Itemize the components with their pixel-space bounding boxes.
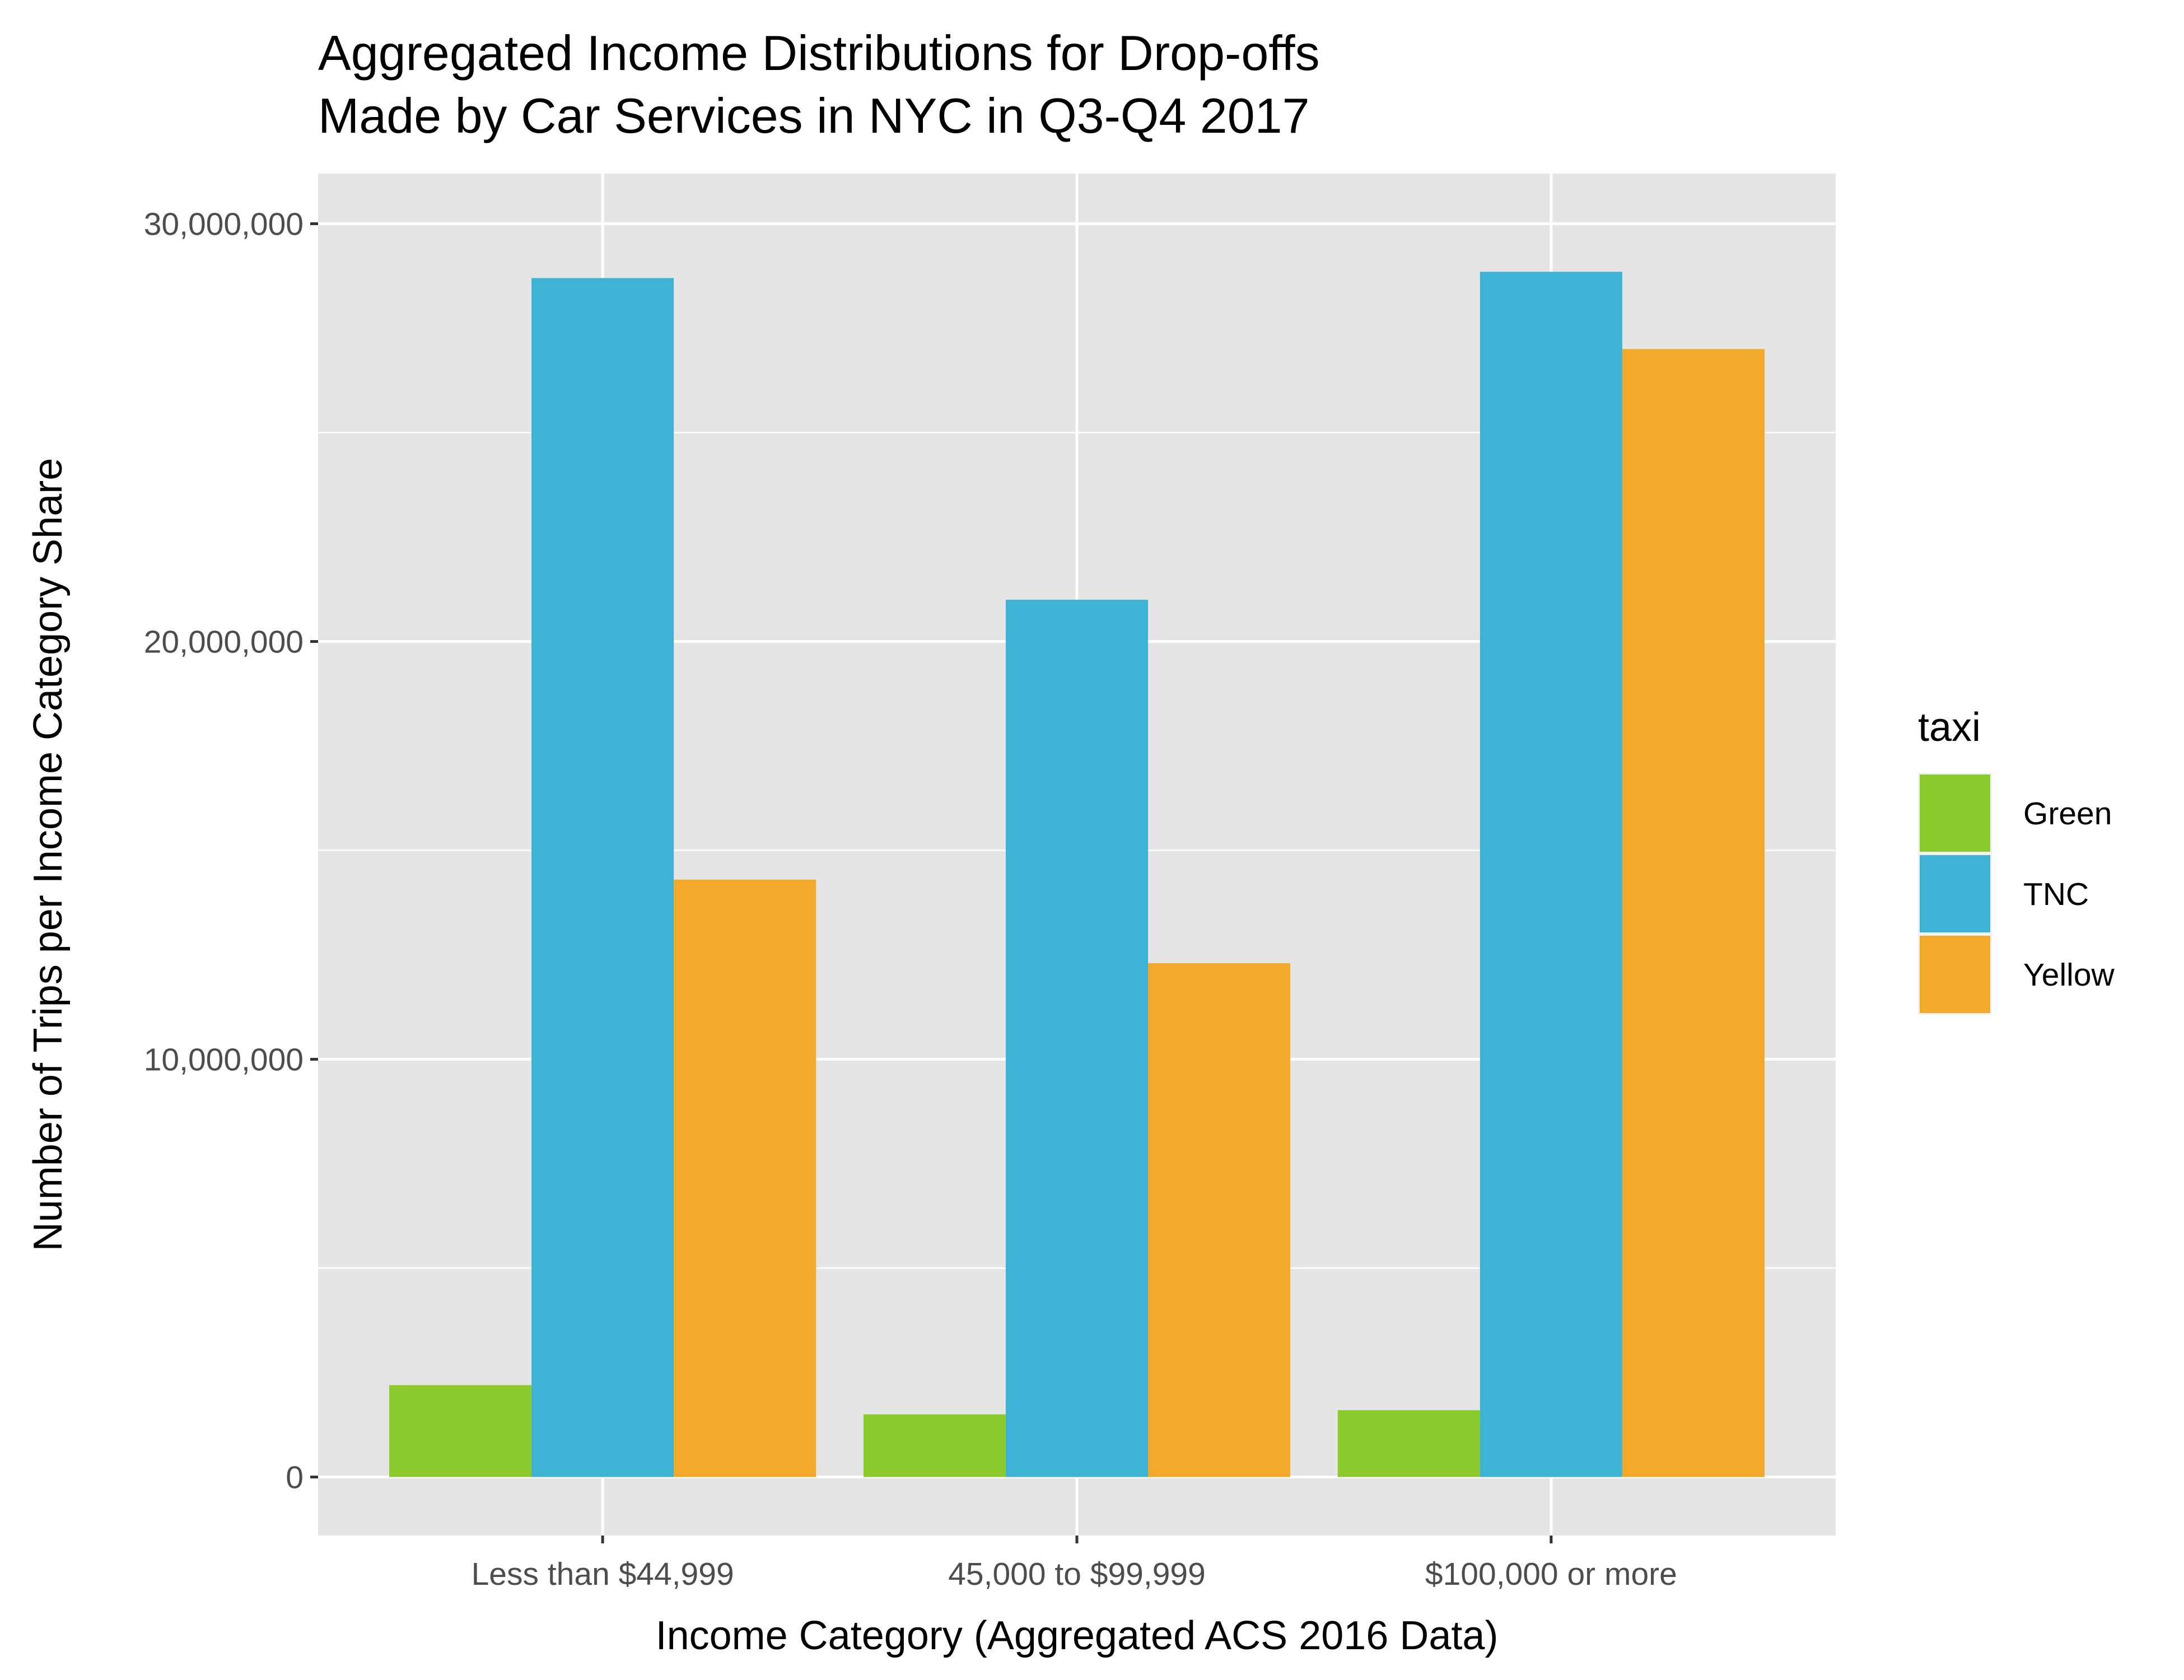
bars	[389, 272, 1765, 1477]
x-tick-label: Less than $44,999	[472, 1556, 734, 1592]
legend-title: taxi	[1918, 705, 1981, 750]
y-axis: 0 10,000,000 20,000,000 30,000,000	[144, 207, 318, 1496]
chart-title-line-2: Made by Car Services in NYC in Q3-Q4 201…	[318, 88, 1310, 143]
bar-green-2	[1337, 1410, 1480, 1477]
x-axis-title: Income Category (Aggregated ACS 2016 Dat…	[656, 1613, 1499, 1658]
legend-label-tnc: TNC	[2023, 876, 2089, 912]
y-tick-label: 0	[286, 1460, 304, 1496]
x-tick-label: $100,000 or more	[1425, 1556, 1677, 1592]
legend-key-green	[1920, 774, 1990, 852]
bar-yellow-0	[674, 879, 816, 1477]
y-tick-label: 10,000,000	[144, 1042, 304, 1078]
bar-yellow-1	[1148, 963, 1291, 1477]
x-tick-label: 45,000 to $99,999	[948, 1556, 1206, 1592]
bar-tnc-2	[1480, 272, 1622, 1477]
y-axis-title: Number of Trips per Income Category Shar…	[26, 458, 71, 1252]
bar-green-1	[863, 1414, 1006, 1477]
x-axis: Less than $44,999 45,000 to $99,999 $100,0…	[472, 1536, 1677, 1592]
bar-green-0	[389, 1385, 532, 1477]
legend-label-yellow: Yellow	[2023, 957, 2115, 993]
chart-title: Aggregated Income Distributions for Drop…	[318, 25, 1320, 143]
bar-tnc-0	[531, 278, 674, 1477]
bar-yellow-2	[1622, 349, 1765, 1477]
y-tick-label: 30,000,000	[144, 207, 304, 242]
legend-key-tnc	[1920, 855, 1990, 932]
bar-tnc-1	[1005, 599, 1149, 1477]
legend: taxi Green TNC Yellow	[1918, 705, 2115, 1015]
y-tick-label: 20,000,000	[144, 624, 304, 660]
chart-title-line-1: Aggregated Income Distributions for Drop…	[318, 25, 1320, 81]
legend-label-green: Green	[2023, 796, 2112, 832]
legend-key-yellow	[1920, 936, 1990, 1013]
